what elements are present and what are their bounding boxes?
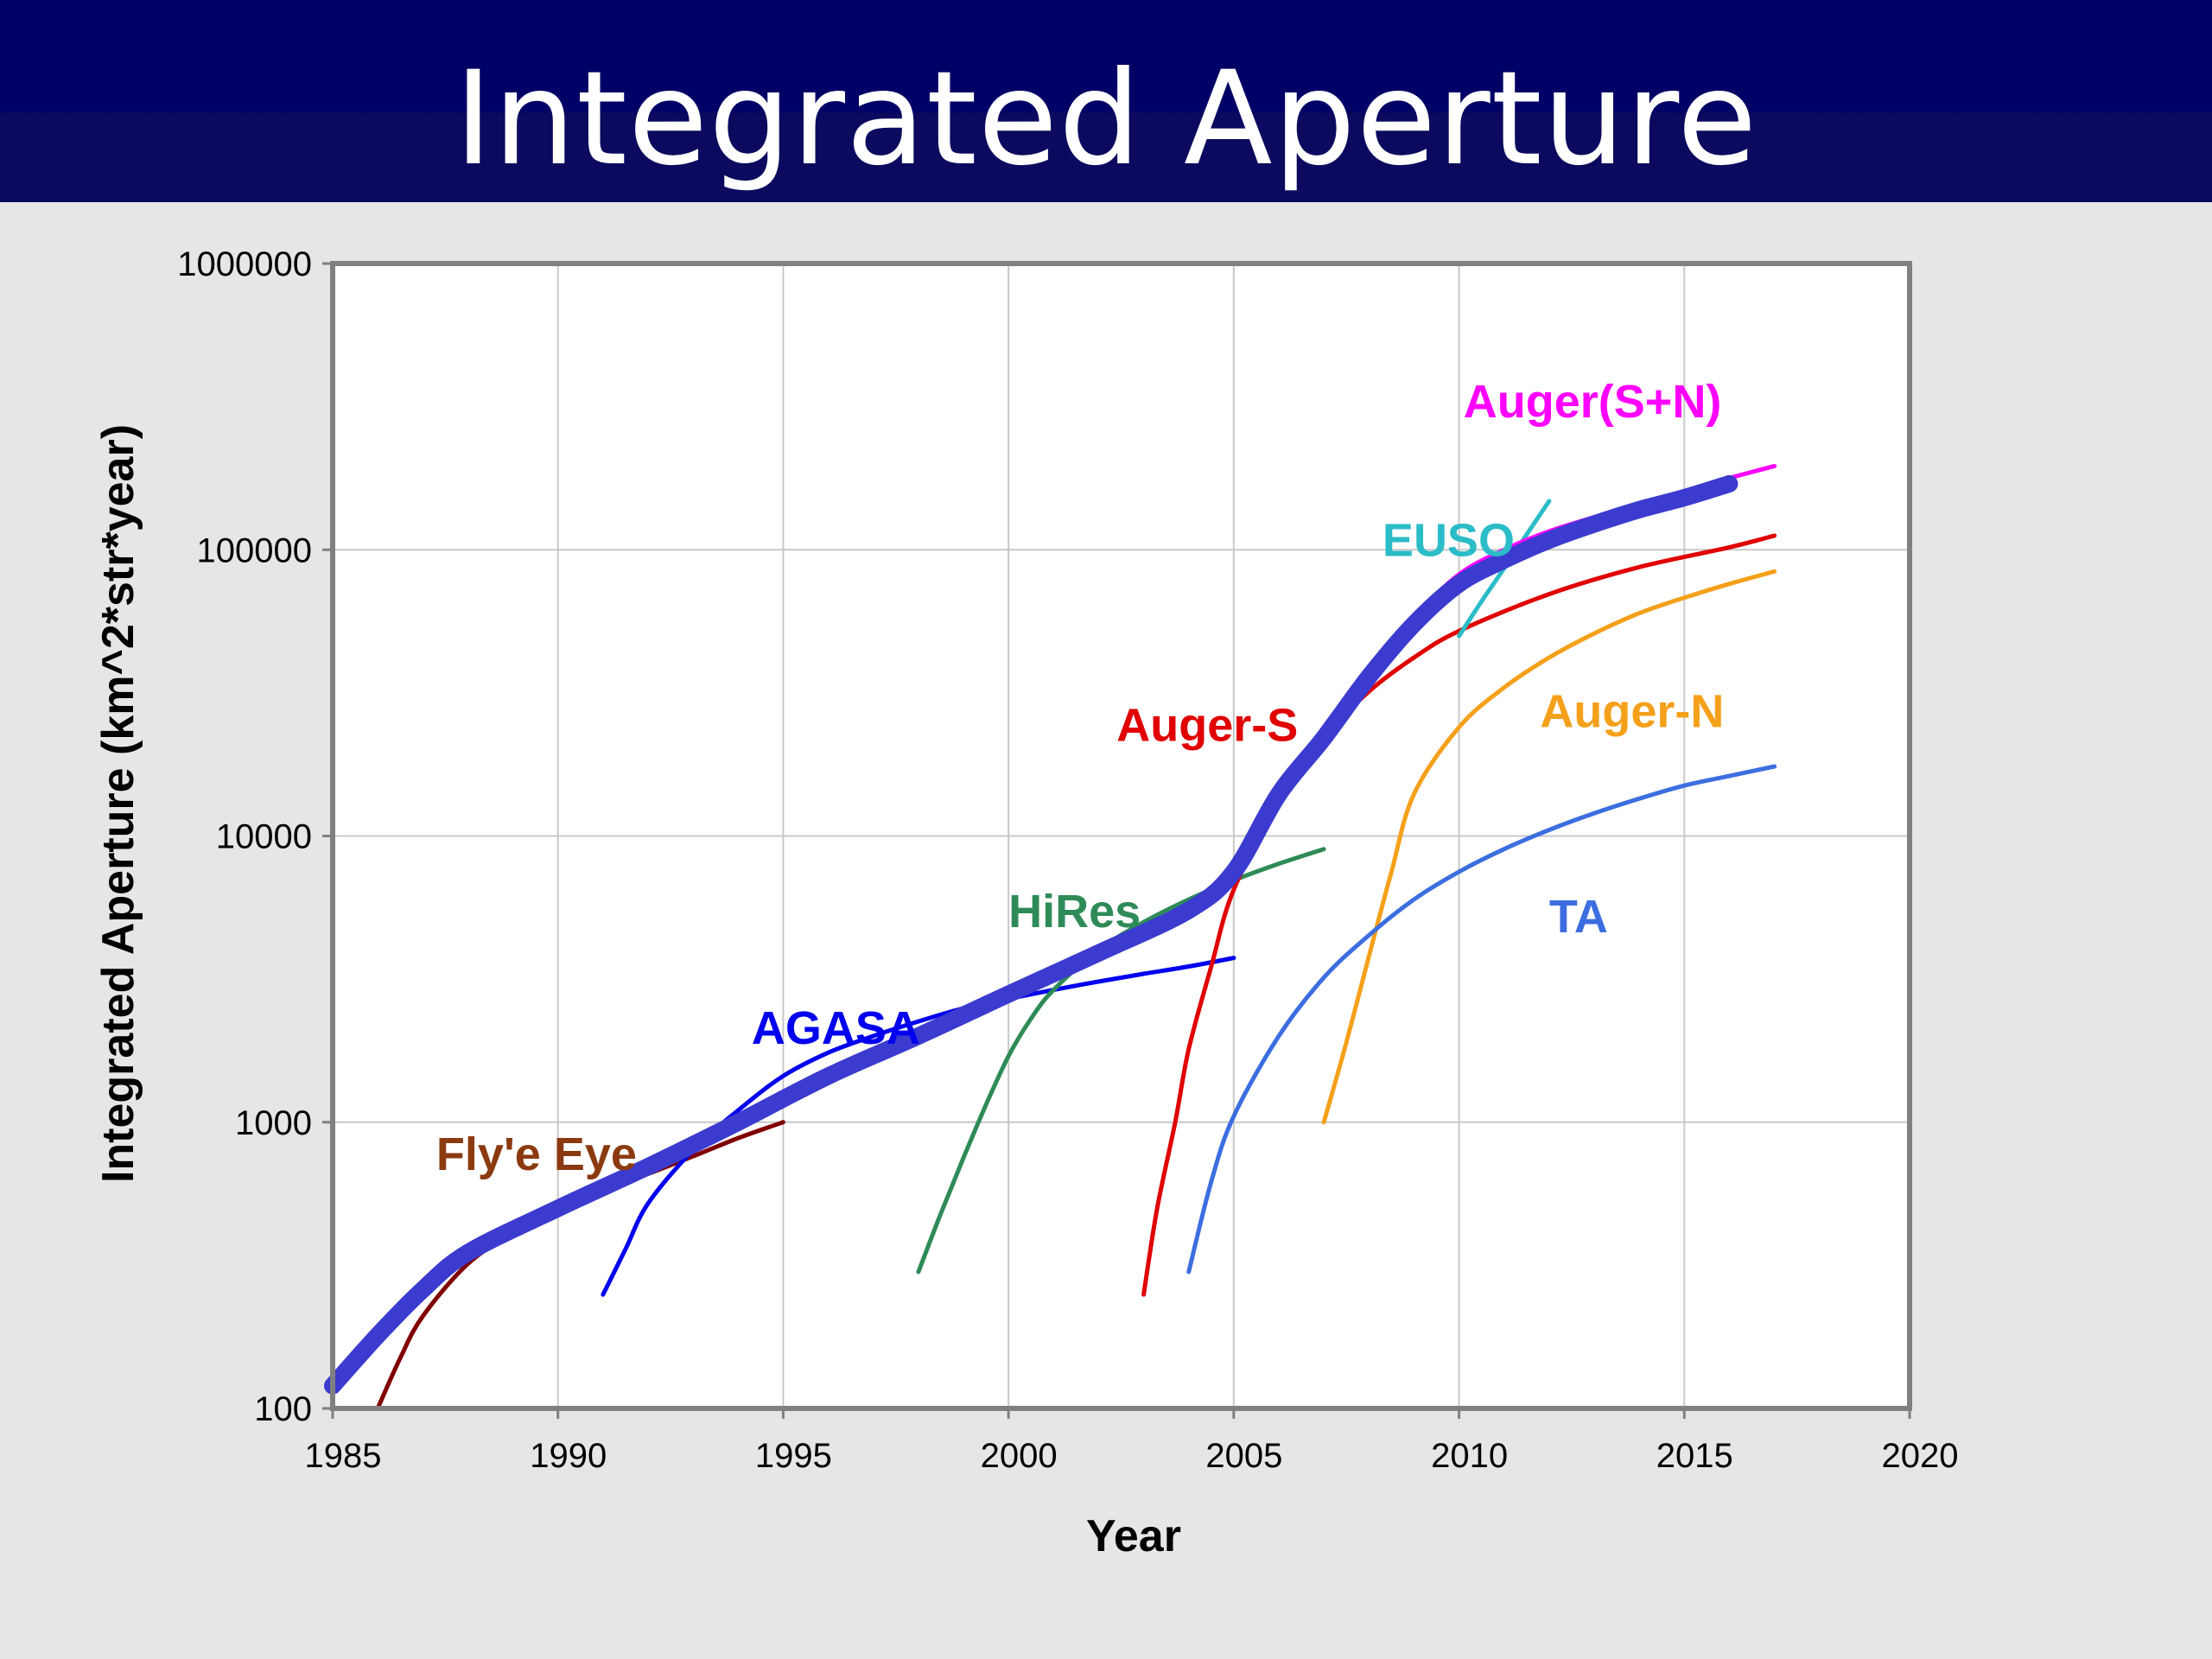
x-tick-label: 2010 — [1431, 1437, 1508, 1475]
series-line-agasa — [601, 956, 1236, 1297]
y-tick-label: 100000 — [197, 531, 312, 569]
series-label-fly-e-eye: Fly'e Eye — [436, 1128, 637, 1180]
slide-title: Integrated Aperture — [454, 44, 1758, 194]
y-tick-label: 1000 — [235, 1104, 312, 1142]
y-tick-label: 10000 — [216, 818, 312, 856]
series-label-agasa: AGASA — [752, 1002, 920, 1054]
x-tick-label: 2005 — [1205, 1437, 1282, 1475]
plot-frame — [330, 261, 1912, 1411]
series-line-total — [324, 474, 1738, 1395]
x-tick-label: 1985 — [305, 1437, 382, 1475]
series-label-auger-s-n: Auger(S+N) — [1464, 376, 1722, 428]
x-tick-label: 2020 — [1882, 1437, 1959, 1475]
series-line-ta — [1186, 764, 1777, 1274]
series-label-hires: HiRes — [1008, 886, 1141, 938]
y-tick-label: 1000000 — [177, 245, 312, 283]
series-layer — [324, 463, 1777, 1411]
x-axis-title: Year — [1086, 1511, 1181, 1561]
x-tick-label: 2000 — [981, 1437, 1058, 1475]
series-labels: Fly'e Eye AGASA HiRes Auger-S EUSO Auger-N TA A… — [436, 376, 1725, 1180]
series-label-euso: EUSO — [1382, 515, 1515, 567]
tick-labels: 1985 1990 1995 2000 2005 2010 2015 2020 100 1000 1… — [177, 245, 1958, 1475]
x-tick-label: 1995 — [755, 1437, 832, 1475]
series-label-ta: TA — [1549, 891, 1608, 943]
series-label-auger-n: Auger-N — [1540, 686, 1724, 738]
y-tick-label: 100 — [254, 1390, 312, 1428]
series-line-auger-n — [1321, 569, 1777, 1125]
series-label-auger-s: Auger-S — [1116, 699, 1298, 751]
y-axis-title: Integrated Aperture (km^2*str*year) — [93, 424, 143, 1183]
title-bar: Integrated Aperture — [0, 0, 2212, 202]
x-tick-label: 2015 — [1656, 1437, 1733, 1475]
x-tick-label: 1990 — [530, 1437, 607, 1475]
